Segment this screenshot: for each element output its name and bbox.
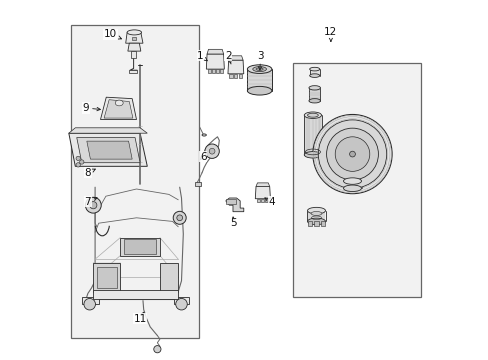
Bar: [211, 69, 214, 73]
Bar: [229, 74, 232, 78]
Circle shape: [335, 137, 369, 171]
Bar: [215, 69, 218, 73]
Polygon shape: [123, 239, 156, 254]
Ellipse shape: [307, 207, 325, 214]
Polygon shape: [225, 198, 244, 212]
Text: 9: 9: [82, 103, 100, 113]
Ellipse shape: [115, 100, 123, 106]
Text: 1: 1: [197, 51, 207, 61]
Polygon shape: [256, 183, 269, 186]
Circle shape: [318, 120, 386, 188]
Bar: [314, 221, 318, 226]
Bar: [261, 199, 264, 202]
Polygon shape: [69, 133, 147, 166]
Text: 4: 4: [264, 197, 274, 207]
Bar: [132, 37, 136, 40]
Circle shape: [209, 148, 215, 154]
Bar: [292, 63, 420, 297]
Polygon shape: [69, 128, 147, 133]
Circle shape: [84, 298, 95, 310]
Polygon shape: [120, 238, 160, 256]
Circle shape: [76, 156, 80, 161]
Polygon shape: [93, 290, 178, 299]
Circle shape: [204, 144, 219, 158]
Circle shape: [312, 114, 391, 194]
Ellipse shape: [304, 112, 321, 118]
Bar: [309, 69, 319, 76]
Circle shape: [80, 160, 84, 164]
Polygon shape: [77, 138, 140, 163]
Polygon shape: [87, 141, 132, 159]
Ellipse shape: [247, 86, 271, 95]
Ellipse shape: [310, 211, 321, 215]
Polygon shape: [93, 263, 120, 292]
Ellipse shape: [343, 185, 361, 192]
Text: 7: 7: [84, 197, 97, 207]
Bar: [308, 88, 320, 101]
Bar: [247, 69, 271, 91]
Bar: [130, 51, 136, 58]
Polygon shape: [160, 263, 178, 292]
Bar: [238, 74, 242, 78]
Bar: [129, 70, 137, 73]
Text: 11: 11: [133, 312, 146, 324]
Circle shape: [175, 298, 187, 310]
Text: 3: 3: [257, 51, 264, 70]
Polygon shape: [227, 60, 244, 74]
Bar: [226, 199, 235, 204]
Polygon shape: [228, 56, 243, 60]
Polygon shape: [82, 297, 99, 304]
Ellipse shape: [343, 178, 361, 184]
Circle shape: [326, 128, 378, 180]
Text: 8: 8: [84, 168, 95, 178]
Polygon shape: [104, 100, 133, 118]
Text: 6: 6: [200, 152, 206, 162]
Bar: [307, 211, 325, 221]
Circle shape: [153, 346, 161, 353]
Bar: [307, 221, 311, 226]
Ellipse shape: [256, 68, 263, 71]
Circle shape: [85, 197, 101, 213]
Ellipse shape: [308, 99, 320, 103]
Polygon shape: [127, 43, 141, 51]
Polygon shape: [255, 186, 270, 199]
Text: 5: 5: [230, 217, 237, 228]
Ellipse shape: [307, 113, 318, 117]
Bar: [343, 181, 361, 188]
Circle shape: [173, 211, 186, 224]
Ellipse shape: [308, 86, 320, 90]
Ellipse shape: [309, 67, 319, 71]
Circle shape: [89, 202, 97, 209]
Bar: [219, 69, 222, 73]
Ellipse shape: [247, 65, 271, 73]
Bar: [265, 199, 268, 202]
Ellipse shape: [309, 74, 319, 77]
Circle shape: [349, 151, 355, 157]
Polygon shape: [97, 267, 117, 288]
Ellipse shape: [304, 152, 321, 158]
Polygon shape: [174, 297, 188, 304]
Ellipse shape: [127, 30, 141, 35]
Polygon shape: [206, 49, 223, 54]
Text: 2: 2: [224, 51, 231, 64]
Text: 12: 12: [324, 27, 337, 41]
Bar: [256, 199, 259, 202]
Polygon shape: [206, 54, 224, 69]
Ellipse shape: [202, 134, 206, 136]
Bar: [304, 115, 321, 155]
Ellipse shape: [252, 67, 266, 72]
Bar: [234, 74, 237, 78]
Circle shape: [76, 163, 80, 167]
Ellipse shape: [307, 218, 325, 225]
Bar: [71, 25, 199, 338]
Bar: [207, 69, 210, 73]
Bar: [320, 221, 325, 226]
Polygon shape: [101, 97, 136, 120]
Circle shape: [177, 215, 182, 221]
Bar: [194, 182, 201, 186]
Polygon shape: [125, 32, 142, 43]
Text: 10: 10: [104, 29, 121, 39]
